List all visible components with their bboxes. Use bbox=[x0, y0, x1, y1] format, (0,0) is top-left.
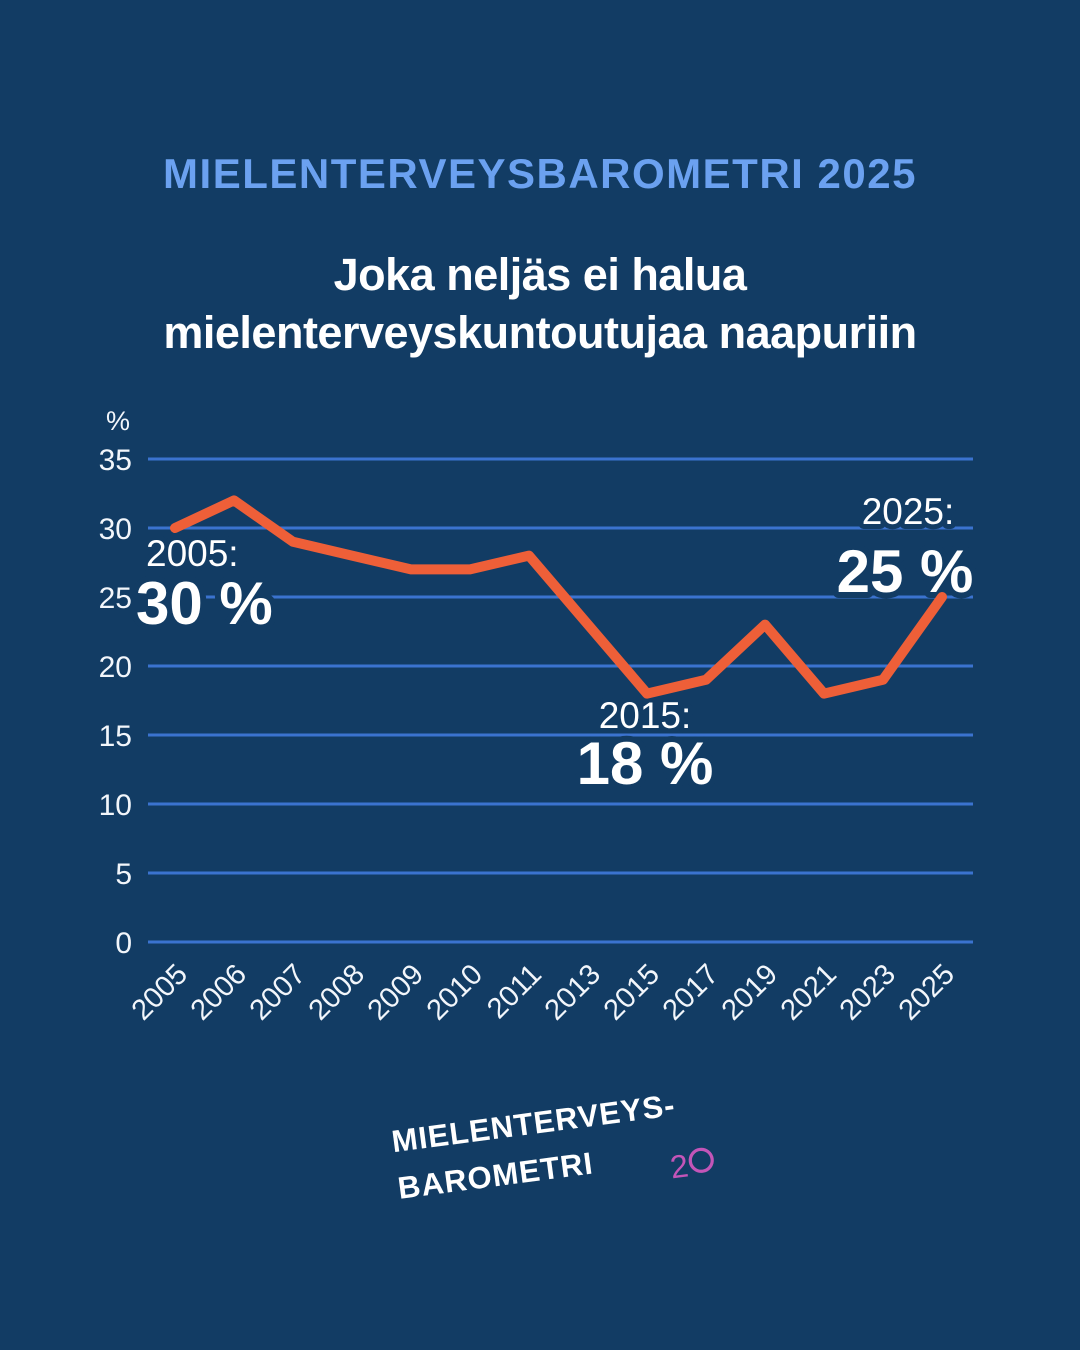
y-tick-30: 30 bbox=[99, 513, 132, 546]
annotation-year-2005: 2005: bbox=[146, 533, 239, 574]
y-axis-unit-label: % bbox=[106, 406, 130, 436]
annotations: 2005:30 % 2015:18 % 2025: 25 % bbox=[130, 486, 979, 803]
y-tick-0: 0 bbox=[115, 927, 132, 960]
x-tick-2017: 2017 bbox=[657, 958, 725, 1026]
x-tick-2008: 2008 bbox=[303, 958, 371, 1026]
annotation-value-2015: 18 % bbox=[577, 730, 714, 797]
annotation-value-2005: 30 % bbox=[136, 570, 273, 637]
x-tick-2023: 2023 bbox=[834, 958, 902, 1026]
x-tick-2011: 2011 bbox=[481, 958, 548, 1025]
x-tick-2007: 2007 bbox=[244, 958, 312, 1026]
x-tick-2025: 2025 bbox=[893, 958, 961, 1026]
data-series-line bbox=[170, 495, 947, 699]
annotation-value-2025: 25 % bbox=[837, 538, 974, 605]
title-line-1: Joka neljäs ei halua bbox=[333, 249, 747, 300]
annotation-year-2025: 2025: bbox=[862, 491, 955, 532]
y-tick-5: 5 bbox=[115, 858, 132, 891]
x-tick-2021: 2021 bbox=[775, 958, 843, 1026]
y-tick-10: 10 bbox=[99, 789, 132, 822]
gridlines bbox=[148, 457, 973, 944]
kicker-label: MIELENTERVEYSBAROMETRI 2025 bbox=[163, 150, 917, 197]
y-tick-20: 20 bbox=[99, 651, 132, 684]
y-tick-25: 25 bbox=[99, 582, 132, 615]
y-axis-labels: 0 5 10 15 20 25 30 35% bbox=[99, 406, 132, 960]
x-tick-2015: 2015 bbox=[598, 958, 666, 1026]
anniversary-20-icon: 2 bbox=[668, 1147, 714, 1186]
mielenterveysbarometri-logo: MIELENTERVEYS- BAROMETRI 2 bbox=[389, 1077, 725, 1258]
x-tick-2005: 2005 bbox=[126, 958, 194, 1026]
x-tick-2006: 2006 bbox=[185, 958, 253, 1026]
x-tick-2019: 2019 bbox=[716, 958, 784, 1026]
x-tick-2013: 2013 bbox=[539, 958, 607, 1026]
y-tick-15: 15 bbox=[99, 720, 132, 753]
annotation-year-2015: 2015: bbox=[599, 695, 692, 736]
y-tick-35: 35 bbox=[99, 444, 132, 477]
x-tick-2009: 2009 bbox=[362, 958, 430, 1026]
poster-title: Joka neljäs ei halua mielenterveyskuntou… bbox=[0, 246, 1080, 362]
x-tick-2010: 2010 bbox=[421, 958, 489, 1026]
x-axis-labels: 2005200620072008200920102011201320152017… bbox=[126, 958, 961, 1026]
title-line-2: mielenterveyskuntoutujaa naapuriin bbox=[163, 307, 917, 358]
svg-text:2: 2 bbox=[668, 1147, 690, 1185]
